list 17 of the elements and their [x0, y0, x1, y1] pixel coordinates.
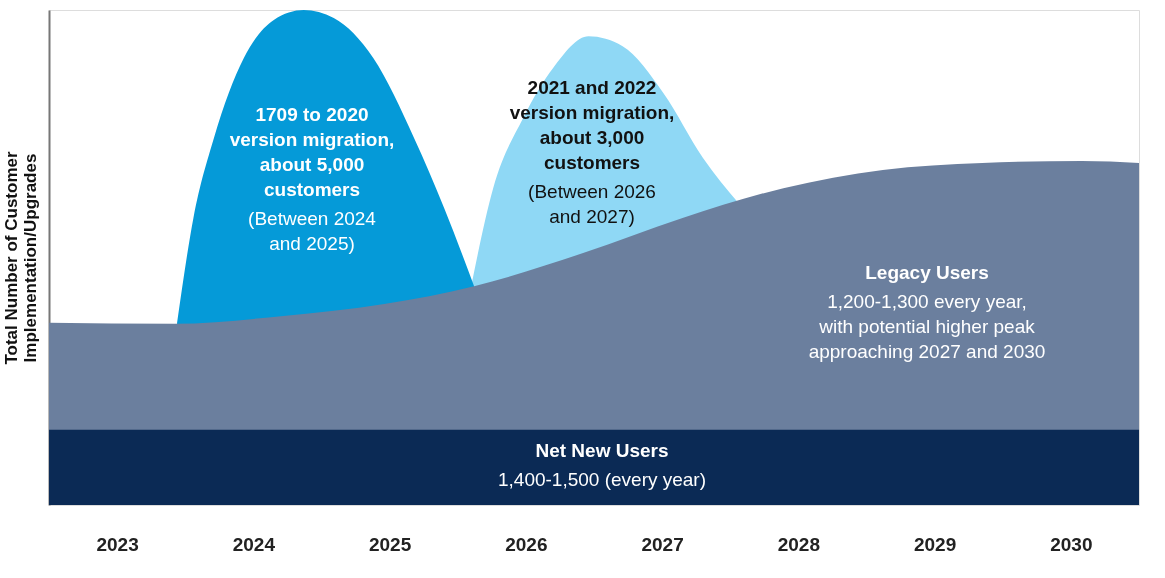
x-tick-label: 2024	[232, 533, 276, 555]
x-tick-label: 2023	[96, 533, 139, 555]
annotation: (Between 2026 and 2027)	[528, 181, 656, 227]
annotation: 1,200-1,300 every year, with potential higher peak approaching 2027 and 2030	[808, 291, 1046, 362]
series-label: 1709 to 2020 version migration, about 5,000 customers	[229, 104, 395, 200]
x-tick-label: 2025	[368, 533, 412, 555]
y-axis-title: Total Number of Customer Implementation/Upgrades	[1, 151, 40, 365]
series-label: Net New Users	[535, 440, 669, 461]
x-tick-label: 2026	[505, 533, 548, 555]
annotation: (Between 2024 and 2025)	[248, 208, 377, 254]
series-label: 2021 and 2022 version migration, about 3,000 customers	[509, 77, 675, 173]
annotation: 1,400-1,500 (every year)	[497, 469, 707, 490]
x-tick-label: 2029	[913, 533, 957, 555]
x-tick-label: 2030	[1050, 533, 1093, 555]
x-tick-label: 2028	[777, 533, 821, 555]
series-label: Legacy Users	[865, 262, 989, 283]
x-tick-label: 2027	[641, 533, 684, 555]
